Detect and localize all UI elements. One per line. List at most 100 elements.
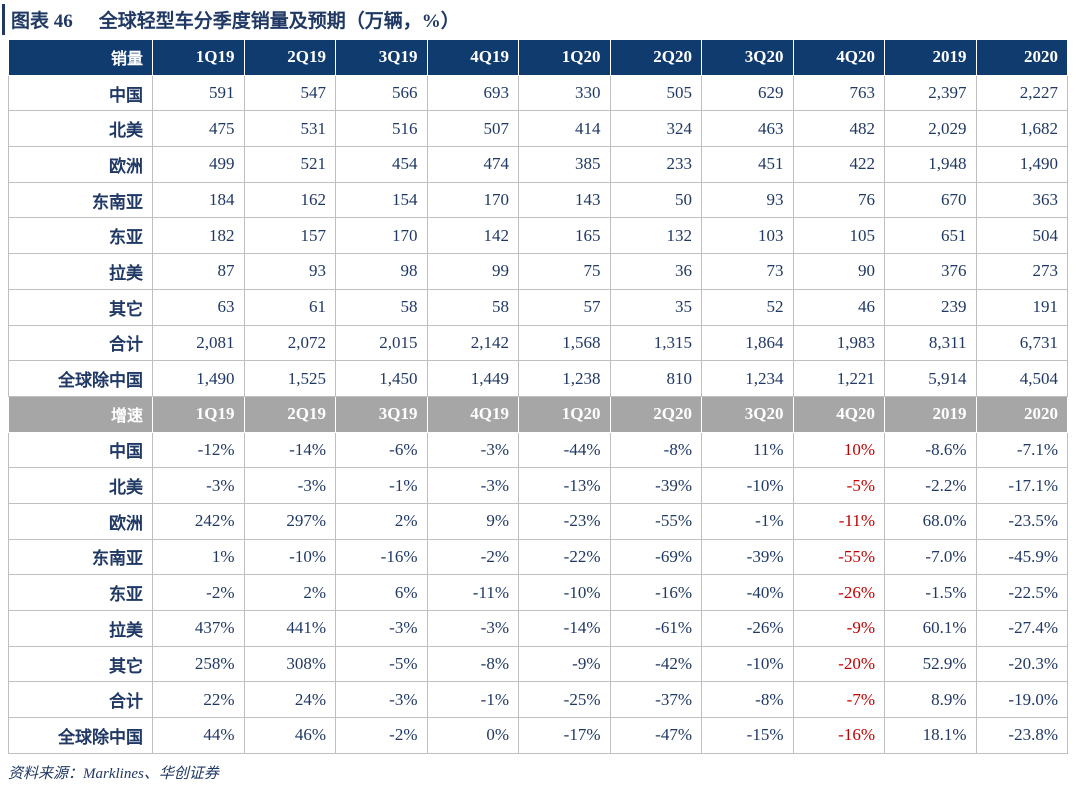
row-label: 北美 bbox=[8, 467, 153, 504]
table-row: 全球除中国 1,490 1,525 1,450 1,449 1,238 810 1,234 1,… bbox=[8, 360, 1068, 397]
value-cell: -8.6% bbox=[884, 431, 977, 469]
value-cell: -20.3% bbox=[975, 645, 1068, 683]
value-cell: 2,227 bbox=[975, 74, 1068, 112]
value-cell: 2% bbox=[243, 574, 336, 611]
value-cell: -10% bbox=[243, 538, 336, 576]
value-cell: -37% bbox=[609, 681, 702, 719]
value-cell: 1,983 bbox=[792, 324, 885, 362]
value-cell: 505 bbox=[609, 74, 702, 112]
value-cell: 324 bbox=[609, 110, 702, 148]
figure-number: 图表 46 bbox=[11, 11, 73, 32]
value-cell: 1,568 bbox=[518, 324, 611, 362]
column-header-cell: 3Q20 bbox=[701, 39, 794, 76]
column-header-cell: 4Q20 bbox=[792, 39, 885, 76]
value-cell: 475 bbox=[152, 110, 245, 148]
table-row: 其它 258% 308% -5% -8% -9% -42% -10% -20% 52.9% -20.… bbox=[8, 645, 1068, 683]
value-cell: -3% bbox=[335, 681, 428, 719]
value-cell: 482 bbox=[792, 110, 885, 148]
value-cell: -10% bbox=[701, 645, 794, 683]
value-cell: 0% bbox=[426, 717, 519, 754]
value-cell: 18.1% bbox=[884, 717, 977, 754]
value-cell: 68.0% bbox=[884, 502, 977, 540]
value-cell: 10% bbox=[792, 431, 885, 469]
column-header-cell: 2Q20 bbox=[609, 395, 702, 433]
value-cell: 504 bbox=[975, 217, 1068, 255]
value-cell: 516 bbox=[335, 110, 428, 148]
value-cell: 441% bbox=[243, 610, 336, 647]
value-cell: 422 bbox=[792, 146, 885, 183]
row-label: 其它 bbox=[8, 288, 153, 326]
value-cell: -16% bbox=[335, 538, 428, 576]
value-cell: 8.9% bbox=[884, 681, 977, 719]
value-cell: 437% bbox=[152, 610, 245, 647]
column-header-cell: 1Q20 bbox=[518, 39, 611, 76]
value-cell: -10% bbox=[518, 574, 611, 611]
table-row: 合计 22% 24% -3% -1% -25% -37% -8% -7% 8.9% -19.0% bbox=[8, 681, 1068, 719]
value-cell: -44% bbox=[518, 431, 611, 469]
value-cell: 46 bbox=[792, 288, 885, 326]
source-note: 资料来源：Marklines、华创证券 bbox=[8, 765, 219, 782]
value-cell: -9% bbox=[518, 645, 611, 683]
column-header-cell: 1Q20 bbox=[518, 395, 611, 433]
table-row: 中国 -12% -14% -6% -3% -44% -8% 11% 10% -8.6% -7.1% bbox=[8, 431, 1068, 469]
value-cell: -8% bbox=[426, 645, 519, 683]
value-cell: -55% bbox=[792, 538, 885, 576]
value-cell: 2,015 bbox=[335, 324, 428, 362]
value-cell: 651 bbox=[884, 217, 977, 255]
table-row: 北美 475 531 516 507 414 324 463 482 2,029 1,682 bbox=[8, 110, 1068, 148]
value-cell: 24% bbox=[243, 681, 336, 719]
value-cell: 52 bbox=[701, 288, 794, 326]
value-cell: -7% bbox=[792, 681, 885, 719]
value-cell: 76 bbox=[792, 181, 885, 219]
figure-title-text: 全球轻型车分季度销量及预期（万辆，%） bbox=[98, 11, 460, 32]
value-cell: -17.1% bbox=[975, 467, 1068, 504]
value-cell: -10% bbox=[701, 467, 794, 504]
value-cell: -3% bbox=[426, 431, 519, 469]
value-cell: 93 bbox=[701, 181, 794, 219]
value-cell: 297% bbox=[243, 502, 336, 540]
value-cell: -2% bbox=[152, 574, 245, 611]
table-body: 销量 1Q19 2Q19 3Q19 4Q19 1Q20 2Q20 3Q20 4Q20 2019 20… bbox=[8, 39, 1068, 754]
section-header-row: 增速 1Q19 2Q19 3Q19 4Q19 1Q20 2Q20 3Q20 4Q20 2019 20… bbox=[8, 395, 1068, 433]
value-cell: 670 bbox=[884, 181, 977, 219]
value-cell: -8% bbox=[701, 681, 794, 719]
row-label: 东亚 bbox=[8, 217, 153, 255]
value-cell: -40% bbox=[701, 574, 794, 611]
value-cell: 2,397 bbox=[884, 74, 977, 112]
value-cell: 103 bbox=[701, 217, 794, 255]
value-cell: 363 bbox=[975, 181, 1068, 219]
value-cell: -47% bbox=[609, 717, 702, 754]
value-cell: -22.5% bbox=[975, 574, 1068, 611]
value-cell: -3% bbox=[426, 467, 519, 504]
value-cell: 98 bbox=[335, 253, 428, 290]
table-row: 合计 2,081 2,072 2,015 2,142 1,568 1,315 1,864 1,9… bbox=[8, 324, 1068, 362]
value-cell: -26% bbox=[792, 574, 885, 611]
value-cell: 454 bbox=[335, 146, 428, 183]
row-label: 拉美 bbox=[8, 253, 153, 290]
value-cell: -27.4% bbox=[975, 610, 1068, 647]
value-cell: -39% bbox=[701, 538, 794, 576]
table-row: 东南亚 184 162 154 170 143 50 93 76 670 363 bbox=[8, 181, 1068, 219]
value-cell: 239 bbox=[884, 288, 977, 326]
value-cell: 58 bbox=[426, 288, 519, 326]
value-cell: 1,948 bbox=[884, 146, 977, 183]
value-cell: -55% bbox=[609, 502, 702, 540]
table-row: 全球除中国 44% 46% -2% 0% -17% -47% -15% -16% 18.1% -23… bbox=[8, 717, 1068, 754]
value-cell: 44% bbox=[152, 717, 245, 754]
value-cell: 2,029 bbox=[884, 110, 977, 148]
row-label: 拉美 bbox=[8, 610, 153, 647]
value-cell: -11% bbox=[792, 502, 885, 540]
value-cell: -2% bbox=[426, 538, 519, 576]
value-cell: -14% bbox=[518, 610, 611, 647]
figure-title: 图表 46 全球轻型车分季度销量及预期（万辆，%） bbox=[2, 4, 1076, 35]
value-cell: -23.8% bbox=[975, 717, 1068, 754]
value-cell: 162 bbox=[243, 181, 336, 219]
value-cell: -16% bbox=[609, 574, 702, 611]
table-row: 欧洲 242% 297% 2% 9% -23% -55% -1% -11% 68.0% -23.5% bbox=[8, 502, 1068, 540]
value-cell: -1% bbox=[335, 467, 428, 504]
value-cell: 6,731 bbox=[975, 324, 1068, 362]
table-row: 东南亚 1% -10% -16% -2% -22% -69% -39% -55% -7.0% -45… bbox=[8, 538, 1068, 576]
value-cell: -45.9% bbox=[975, 538, 1068, 576]
value-cell: 693 bbox=[426, 74, 519, 112]
table-row: 中国 591 547 566 693 330 505 629 763 2,397 2,227 bbox=[8, 74, 1068, 112]
